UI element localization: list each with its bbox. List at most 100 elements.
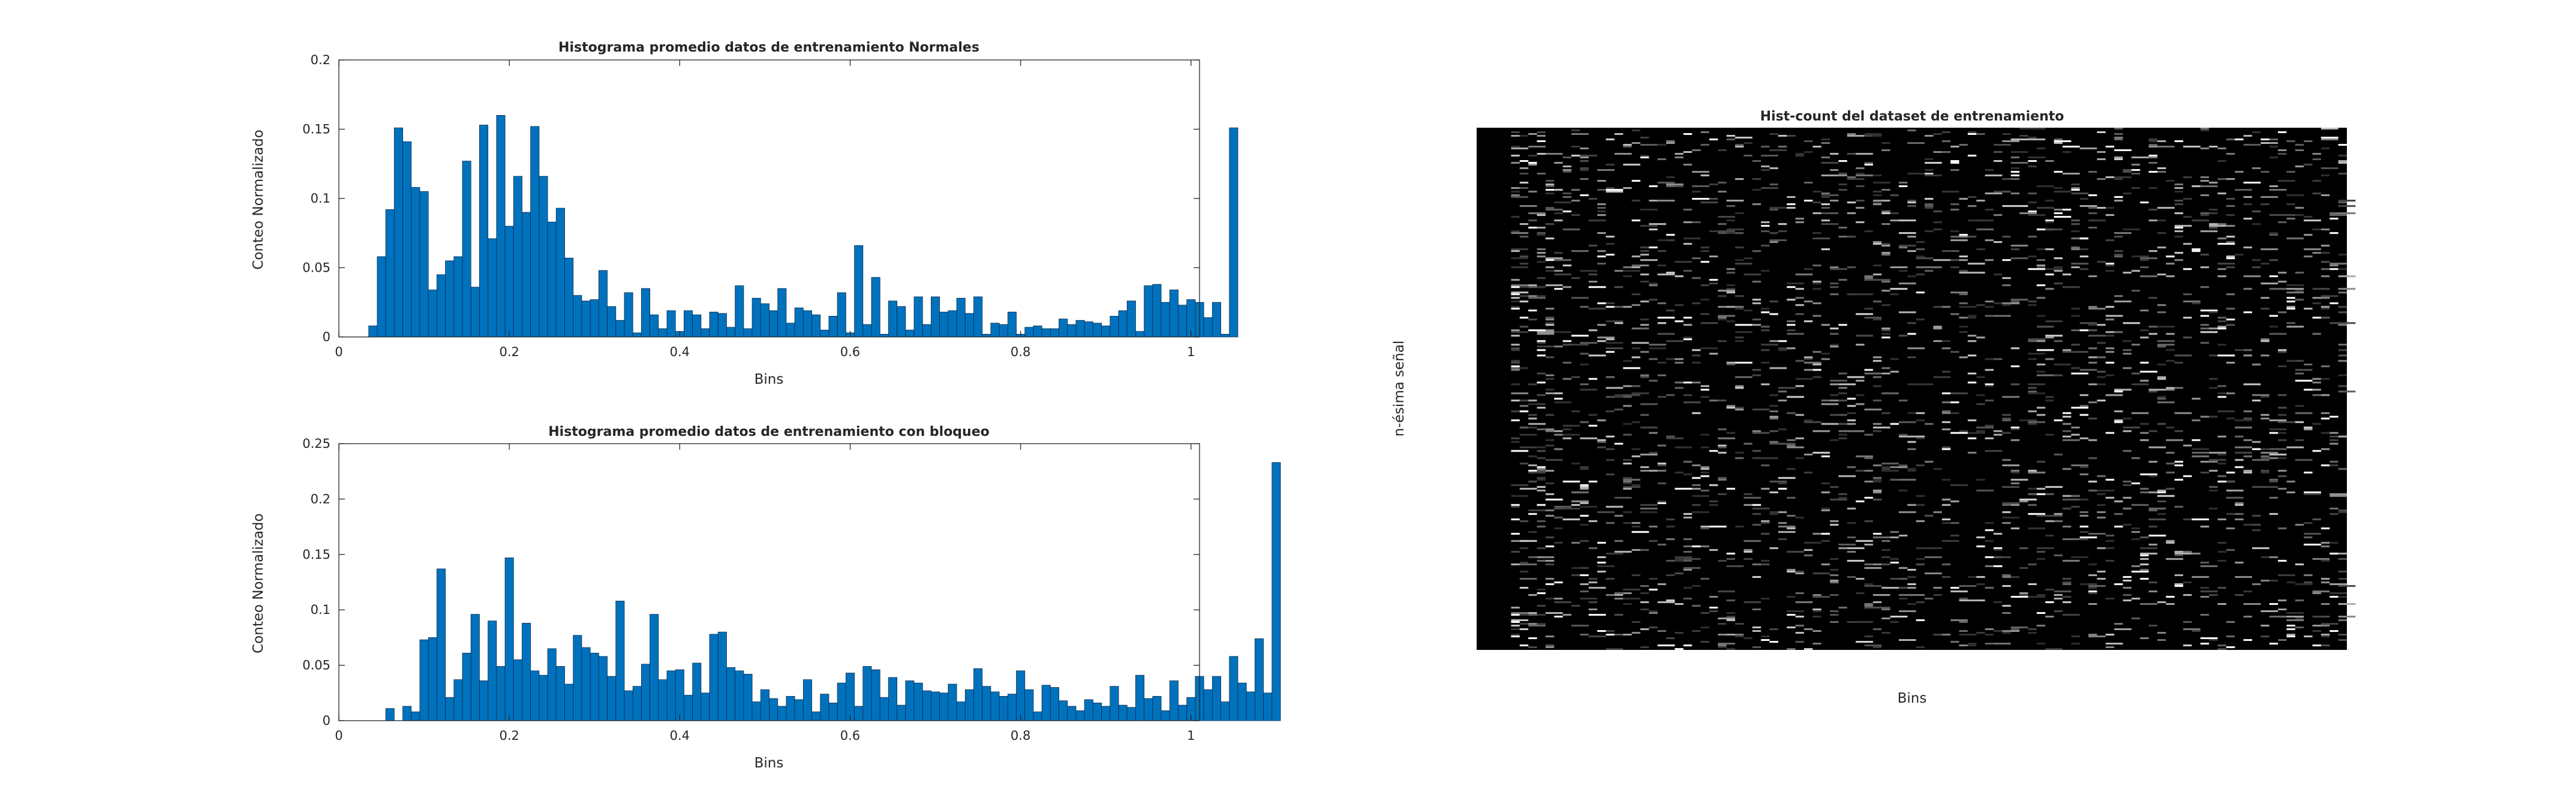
x-tick-label: 0.4 (670, 345, 690, 359)
heatmap-cell (1709, 255, 1718, 258)
heatmap-cell (1666, 140, 1675, 143)
heatmap-cell (2304, 140, 2313, 143)
heatmap-cell (1898, 182, 1908, 184)
heatmap-cell (1554, 331, 1572, 333)
bar (743, 328, 753, 338)
heatmap-cell (2286, 633, 2295, 636)
heatmap-cell (2338, 306, 2347, 308)
heatmap-cell (2123, 507, 2132, 510)
heatmap-cell (1959, 198, 1968, 200)
heatmap-cell (2252, 583, 2261, 585)
heatmap-cell (2269, 615, 2287, 618)
heatmap-cell (2243, 135, 2252, 137)
heatmap-cell (2140, 432, 2149, 434)
heatmap-cell (1580, 514, 1589, 517)
heatmap-cell (1787, 648, 1796, 650)
heatmap-cell (1761, 522, 1770, 524)
heatmap-cell (1614, 322, 1624, 324)
heatmap-cell (1692, 354, 1701, 357)
heatmap-cell (2226, 308, 2235, 310)
heatmap-cell (1631, 342, 1649, 344)
heatmap-cell (2226, 496, 2244, 499)
heatmap-cell (1640, 327, 1649, 330)
heatmap-cell (1666, 340, 1684, 342)
heatmap-cell (2320, 412, 2330, 414)
heatmap-cell (1950, 351, 1959, 353)
heatmap-cell (1830, 293, 1839, 296)
heatmap-cell (1528, 146, 1546, 148)
heatmap-cell (2243, 218, 2252, 220)
heatmap-cell (2312, 302, 2321, 305)
heatmap-cell (1985, 586, 1994, 589)
heatmap-cell (2252, 529, 2261, 531)
heatmap-cell (1588, 586, 1606, 589)
heatmap-cell (1916, 646, 1925, 648)
heatmap-cell (2243, 410, 2252, 412)
heatmap-cell (1838, 227, 1847, 229)
heatmap-cell (1554, 392, 1563, 395)
heatmap-cell (1864, 275, 1873, 278)
bar (1203, 689, 1213, 721)
heatmap-cell (1925, 270, 1934, 272)
heatmap-cell (1872, 491, 1882, 493)
heatmap-cell (2304, 574, 2313, 576)
heatmap-cell (1631, 574, 1640, 576)
heatmap-cell (2304, 164, 2313, 166)
heatmap-cell (1519, 205, 1537, 207)
heatmap-cell (1597, 565, 1615, 567)
heatmap-cell (2088, 329, 2097, 332)
heatmap-cell (2183, 621, 2192, 623)
heatmap-cell (1838, 606, 1847, 609)
bar (879, 333, 889, 338)
heatmap-cell (1519, 300, 1529, 303)
heatmap-cell (1838, 383, 1856, 386)
heatmap-cell (1838, 324, 1847, 326)
heatmap-cell (2174, 585, 2184, 587)
heatmap-cell (1528, 329, 1546, 332)
heatmap-cell (2079, 536, 2097, 538)
heatmap-cell (1778, 340, 1787, 342)
heatmap-cell (2114, 236, 2123, 238)
heatmap-cell (2320, 147, 2330, 150)
heatmap-cell (1718, 318, 1727, 321)
heatmap-cell (2131, 290, 2141, 292)
heatmap-cell (2019, 128, 2037, 130)
heatmap-cell (2226, 236, 2235, 238)
heatmap-cell (1545, 284, 1563, 287)
heatmap-cell (1769, 491, 1778, 493)
heatmap-cell (2243, 451, 2252, 454)
heatmap-cell (2243, 471, 2252, 474)
heatmap-cell (1769, 405, 1778, 407)
heatmap-cell (1657, 601, 1675, 603)
heatmap-cell (2209, 469, 2218, 472)
bar (1093, 703, 1102, 721)
heatmap-cell (1967, 419, 1977, 421)
heatmap-cell (1545, 536, 1555, 538)
bar (1118, 704, 1128, 721)
heatmap-cell (1907, 142, 1925, 144)
heatmap-cell (2157, 500, 2166, 502)
heatmap-cell (2261, 486, 2279, 488)
heatmap-cell (2157, 396, 2166, 398)
heatmap-cell (2338, 162, 2347, 164)
heatmap-cell (1735, 295, 1744, 297)
histogram-blocking-subplot: Histograma promedio datos de entrenamien… (251, 424, 1281, 771)
heatmap-cell (2140, 473, 2157, 475)
heatmap-cell (2002, 304, 2011, 306)
heatmap-cell (1623, 270, 1640, 272)
heatmap-cell (2166, 451, 2175, 454)
heatmap-cell (1606, 338, 1615, 341)
bar (777, 706, 787, 721)
bar (1041, 685, 1051, 721)
heatmap-cell (1881, 327, 1890, 330)
heatmap-cell (2114, 128, 2123, 130)
heatmap-cell (1761, 270, 1770, 272)
heatmap-cell (2079, 466, 2089, 468)
heatmap-cell (2209, 489, 2218, 492)
heatmap-cell (2269, 428, 2287, 430)
heatmap-cell (1752, 408, 1770, 411)
x-tick-label: 1 (1187, 345, 1195, 359)
heatmap-cell (2217, 644, 2226, 646)
heatmap-cell (2148, 155, 2157, 157)
heatmap-cell (1941, 392, 1959, 395)
